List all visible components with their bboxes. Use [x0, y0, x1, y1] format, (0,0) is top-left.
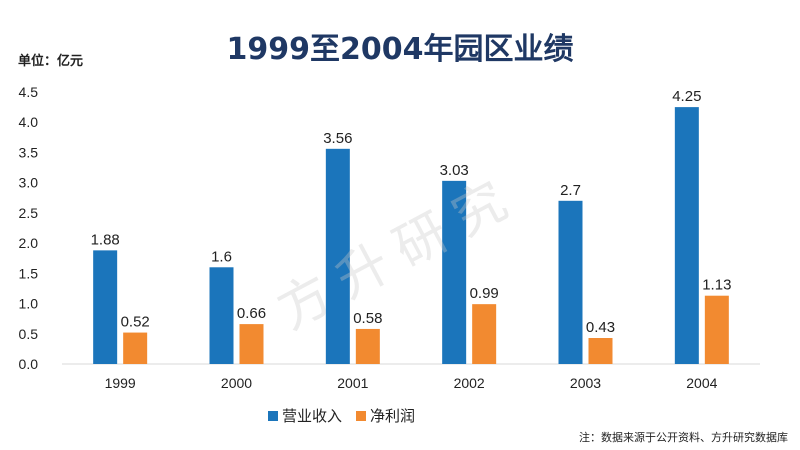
chart-title: 1999至2004年园区业绩 [226, 32, 574, 67]
bar-revenue-1999 [93, 250, 118, 364]
x-tick-label: 2002 [454, 375, 485, 391]
data-label: 3.56 [323, 130, 352, 147]
data-labels: 1.88 0.52 1.6 0.66 3.56 0.58 3.03 0.99 2.7 0.43 4.… [91, 88, 732, 336]
data-label: 0.52 [121, 314, 150, 331]
data-label: 0.66 [237, 305, 266, 322]
data-label: 4.25 [672, 88, 701, 105]
bar-net-profit-2004 [704, 295, 729, 364]
legend: 营业收入 净利润 [268, 407, 415, 425]
bar-net-profit-1999 [123, 332, 148, 364]
data-label: 0.99 [470, 285, 499, 302]
bar-revenue-2000 [209, 267, 234, 364]
y-tick-label: 3.5 [19, 144, 39, 160]
bar-revenue-2004 [674, 107, 699, 364]
data-label: 1.88 [91, 231, 120, 248]
x-tick-label: 2003 [570, 375, 601, 391]
data-label: 1.6 [211, 248, 232, 265]
y-tick-label: 0.5 [19, 326, 39, 342]
legend-label: 营业收入 [282, 407, 342, 425]
y-tick-label: 4.0 [19, 114, 39, 130]
legend-label: 净利润 [370, 407, 415, 425]
data-label: 1.13 [702, 277, 731, 294]
y-tick-label: 2.0 [19, 235, 39, 251]
source-note: 注：数据来源于公开资料、方升研究数据库 [579, 431, 788, 444]
data-label: 2.7 [560, 182, 581, 199]
bar-net-profit-2002 [472, 304, 497, 364]
y-tick-label: 4.5 [19, 84, 39, 100]
y-tick-label: 0.0 [19, 356, 39, 372]
bar-net-profit-2000 [239, 324, 264, 364]
bar-net-profit-2001 [355, 328, 380, 364]
data-label: 0.43 [586, 319, 615, 336]
y-tick-label: 1.5 [19, 265, 39, 281]
data-label: 0.58 [353, 310, 382, 327]
x-tick-label: 2004 [686, 375, 717, 391]
y-tick-label: 2.5 [19, 205, 39, 221]
unit-label: 单位：亿元 [18, 54, 84, 69]
bars [93, 107, 729, 364]
x-tick-label: 2001 [337, 375, 368, 391]
bar-revenue-2001 [325, 148, 350, 364]
data-label: 3.03 [440, 162, 469, 179]
y-tick-label: 3.0 [19, 175, 39, 191]
x-tick-label: 2000 [221, 375, 252, 391]
bar-revenue-2003 [558, 200, 583, 364]
bar-net-profit-2003 [588, 338, 613, 364]
x-axis: 1999 2000 2001 2002 2003 2004 [105, 375, 718, 391]
x-tick-label: 1999 [105, 375, 136, 391]
bar-revenue-2002 [442, 180, 467, 364]
y-tick-label: 1.0 [19, 296, 39, 312]
y-axis: 0.0 0.5 1.0 1.5 2.0 2.5 3.0 3.5 4.0 4.5 [19, 84, 760, 372]
legend-swatch [268, 411, 278, 421]
legend-swatch [356, 411, 366, 421]
